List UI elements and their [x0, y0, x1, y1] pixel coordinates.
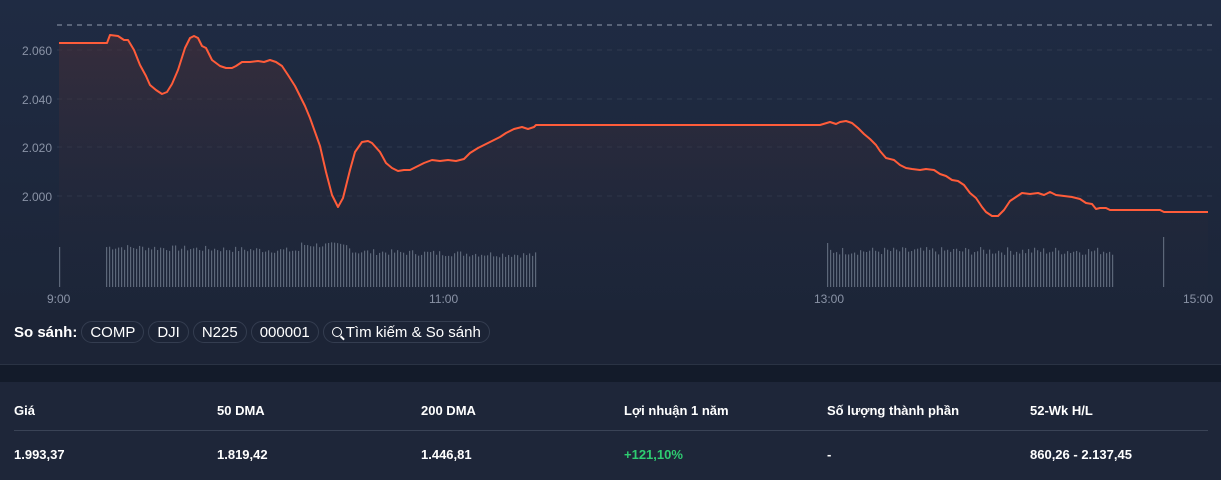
- value-price: 1.993,37: [14, 447, 65, 462]
- value-52wk: 860,26 - 2.137,45: [1030, 447, 1132, 462]
- svg-text:15:00: 15:00: [1183, 292, 1213, 306]
- compare-chip-dji[interactable]: DJI: [148, 321, 189, 343]
- compare-chip-comp[interactable]: COMP: [81, 321, 145, 343]
- search-icon: [331, 327, 342, 337]
- value-1y-return: +121,10%: [624, 447, 683, 462]
- volume-bars: [59, 237, 1165, 287]
- price-chart-svg: 2.060 2.040 2.020 2.000 9:00 11:00 13:00…: [22, 24, 1213, 306]
- header-50dma: 50 DMA: [217, 403, 265, 418]
- stats-divider: [14, 430, 1208, 431]
- svg-text:2.020: 2.020: [22, 141, 52, 155]
- price-chart[interactable]: 2.060 2.040 2.020 2.000 9:00 11:00 13:00…: [0, 0, 1221, 310]
- y-axis-labels: 2.060 2.040 2.020 2.000: [22, 44, 52, 204]
- stats-table: Giá 50 DMA 200 DMA Lợi nhuận 1 năm Số lư…: [0, 382, 1221, 480]
- svg-text:11:00: 11:00: [429, 292, 458, 306]
- header-52wk: 52-Wk H/L: [1030, 403, 1093, 418]
- price-line: [59, 34, 1208, 217]
- section-separator: [0, 364, 1221, 383]
- search-compare-label: Tìm kiếm & So sánh: [345, 323, 481, 341]
- compare-bar: So sánh: COMP DJI N225 000001 Tìm kiếm &…: [14, 319, 490, 345]
- value-50dma: 1.819,42: [217, 447, 268, 462]
- svg-text:9:00: 9:00: [47, 292, 71, 306]
- price-area: [59, 35, 1208, 300]
- svg-text:2.000: 2.000: [22, 190, 52, 204]
- header-1y-return: Lợi nhuận 1 năm: [624, 403, 729, 418]
- header-components: Số lượng thành phần: [827, 403, 960, 418]
- header-price: Giá: [14, 403, 35, 418]
- svg-text:2.040: 2.040: [22, 93, 52, 107]
- value-200dma: 1.446,81: [421, 447, 472, 462]
- x-axis-labels: 9:00 11:00 13:00 15:00: [47, 292, 1213, 306]
- value-components: -: [827, 447, 832, 462]
- svg-text:2.060: 2.060: [22, 44, 52, 58]
- svg-text:13:00: 13:00: [814, 292, 844, 306]
- search-compare-button[interactable]: Tìm kiếm & So sánh: [322, 321, 490, 343]
- compare-label: So sánh:: [14, 323, 78, 341]
- header-200dma: 200 DMA: [421, 403, 476, 418]
- compare-chip-n225[interactable]: N225: [192, 321, 247, 343]
- compare-chip-000001[interactable]: 000001: [250, 321, 319, 343]
